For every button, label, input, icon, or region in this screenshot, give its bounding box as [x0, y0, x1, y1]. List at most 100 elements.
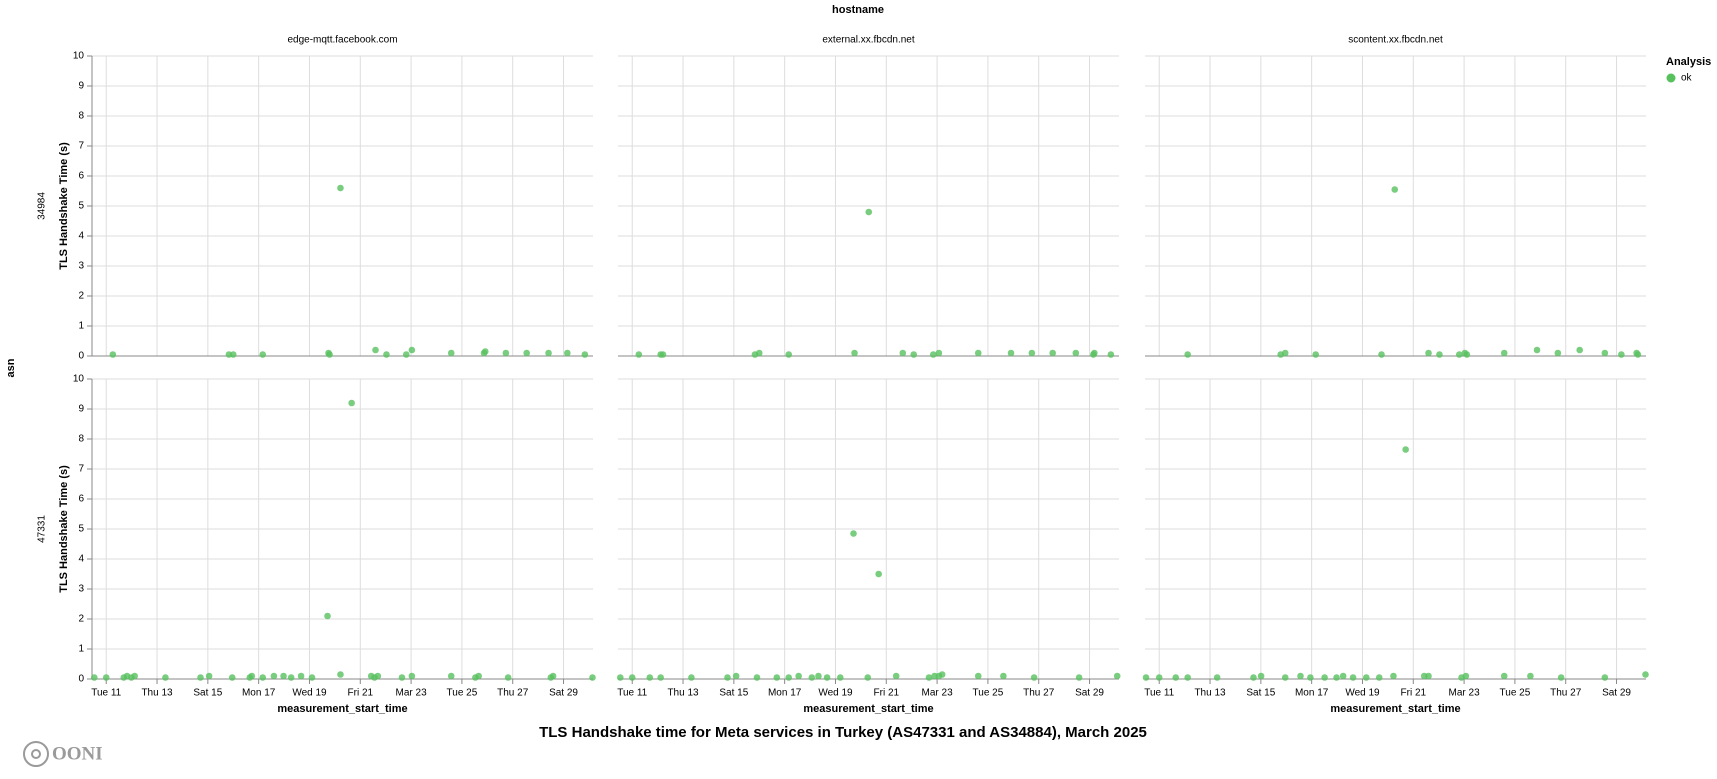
legend-symbol — [1666, 73, 1676, 83]
point — [1107, 351, 1115, 358]
point — [1500, 672, 1508, 680]
y-tick-label: 8 — [78, 111, 84, 122]
point — [1155, 674, 1163, 681]
point — [753, 674, 761, 681]
point — [523, 349, 530, 357]
facet: Tue 11 Thu 13 Sat 15 Mon 17 Wed 19 Fri 21 Mar … — [616, 378, 1121, 715]
point — [1455, 351, 1463, 358]
point — [1601, 349, 1609, 357]
y-tick-label: 2 — [78, 614, 84, 625]
facet-title: scontent.xx.fbcdn.net — [1348, 35, 1443, 46]
point — [1333, 674, 1340, 681]
point — [502, 349, 510, 357]
point — [1557, 674, 1565, 681]
point — [581, 351, 589, 358]
point — [1184, 674, 1191, 681]
point — [447, 349, 455, 357]
point — [755, 349, 763, 357]
point — [724, 674, 731, 681]
point — [773, 674, 781, 681]
x-tick-label: Tue 11 — [617, 688, 647, 699]
point — [162, 674, 169, 681]
y-tick-label: 3 — [78, 261, 84, 272]
point — [938, 671, 946, 678]
point — [197, 674, 204, 681]
point — [1436, 351, 1443, 358]
point — [549, 672, 557, 680]
point — [337, 671, 344, 678]
row-label: 47331 — [37, 515, 48, 543]
point — [1634, 351, 1642, 358]
x-tick-label: Tue 25 — [973, 688, 1004, 699]
point — [374, 672, 382, 680]
x-tick-label: Sat 29 — [1602, 688, 1631, 699]
point — [259, 351, 267, 358]
point — [1213, 674, 1221, 681]
x-tick-label: Thu 27 — [497, 688, 529, 699]
point — [1312, 351, 1320, 358]
x-axis-title: measurement_start_time — [1330, 703, 1460, 715]
point — [1349, 674, 1357, 681]
point — [1391, 186, 1399, 193]
point — [657, 674, 664, 681]
y-tick-label: 7 — [78, 141, 84, 152]
point — [1307, 674, 1314, 681]
facet — [618, 55, 1119, 358]
x-tick-label: Thu 13 — [667, 688, 699, 699]
facet-header: hostname — [832, 4, 884, 16]
chart-title: TLS Handshake time for Meta services in … — [539, 724, 1147, 741]
logo: OONI — [23, 741, 103, 767]
x-tick-label: Sat 15 — [193, 688, 222, 699]
point — [248, 672, 256, 680]
y-tick-label: 4 — [78, 231, 84, 242]
x-tick-label: Tue 11 — [91, 688, 121, 699]
x-tick-label: Thu 27 — [1550, 688, 1582, 699]
y-tick-label: 8 — [78, 434, 84, 445]
x-tick-label: Mar 23 — [1449, 688, 1481, 699]
point — [504, 674, 512, 681]
point — [875, 570, 882, 578]
point — [1554, 349, 1562, 357]
point — [1250, 674, 1257, 681]
point — [1378, 351, 1385, 358]
point — [864, 674, 872, 681]
point — [795, 672, 802, 680]
x-tick-label: Sat 15 — [1246, 688, 1275, 699]
point — [408, 672, 416, 680]
y-tick-label: 10 — [73, 51, 85, 62]
point — [1375, 674, 1383, 681]
y-tick-label: 7 — [78, 464, 84, 475]
point — [865, 208, 873, 216]
point — [589, 674, 596, 681]
point — [635, 351, 643, 358]
point — [1281, 349, 1289, 357]
y-axis-title: TLS Handshake Time (s) — [58, 142, 70, 270]
point — [1533, 346, 1541, 354]
point — [259, 674, 267, 681]
point — [1075, 674, 1083, 681]
point — [270, 672, 278, 680]
point — [1402, 446, 1409, 453]
x-tick-label: Thu 13 — [1194, 688, 1226, 699]
logo-icon — [23, 741, 49, 767]
x-tick-label: Mar 23 — [396, 688, 428, 699]
x-tick-label: Thu 27 — [1023, 688, 1055, 699]
point — [1091, 349, 1098, 357]
point — [785, 351, 793, 358]
point — [324, 612, 331, 620]
point — [1601, 674, 1609, 681]
point — [1321, 674, 1328, 681]
x-tick-label: Fri 21 — [348, 688, 374, 699]
point — [850, 530, 857, 537]
point — [1339, 672, 1347, 680]
point — [297, 672, 305, 680]
point — [1007, 349, 1015, 357]
x-tick-label: Tue 11 — [1144, 688, 1174, 699]
point — [892, 672, 900, 680]
y-tick-label: 6 — [78, 494, 84, 505]
point — [1618, 351, 1625, 358]
point — [815, 672, 822, 680]
point — [280, 672, 287, 680]
facet: Tue 11 Thu 13 Sat 15 Mon 17 Wed 19 Fri 21 Mar … — [58, 374, 596, 715]
